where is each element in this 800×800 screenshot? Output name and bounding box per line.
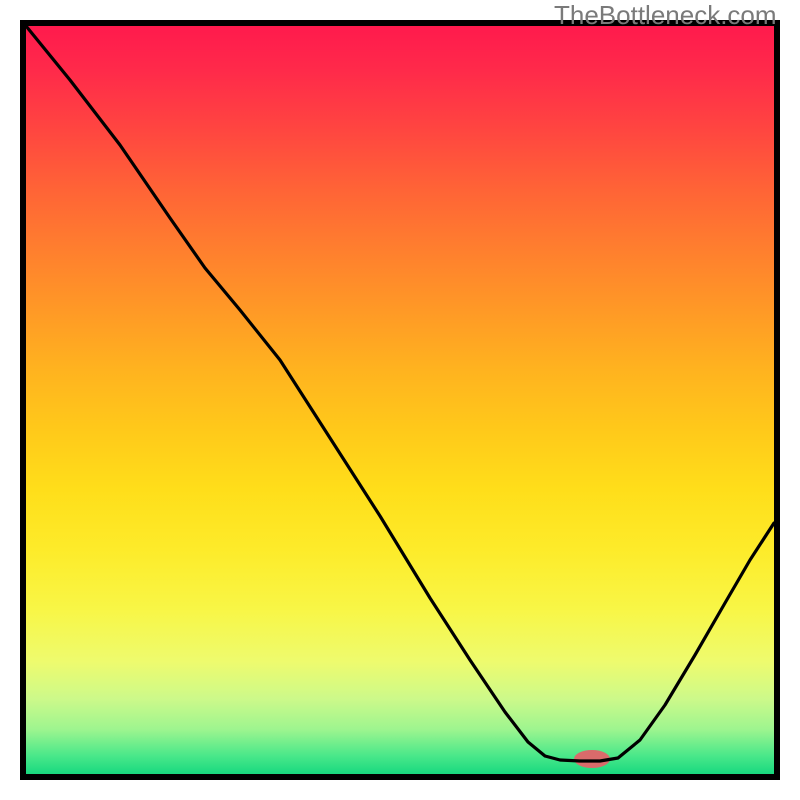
watermark-text: TheBottleneck.com (554, 0, 777, 31)
bottleneck-chart (0, 0, 800, 800)
gradient-background (26, 26, 774, 774)
chart-frame: TheBottleneck.com (0, 0, 800, 800)
